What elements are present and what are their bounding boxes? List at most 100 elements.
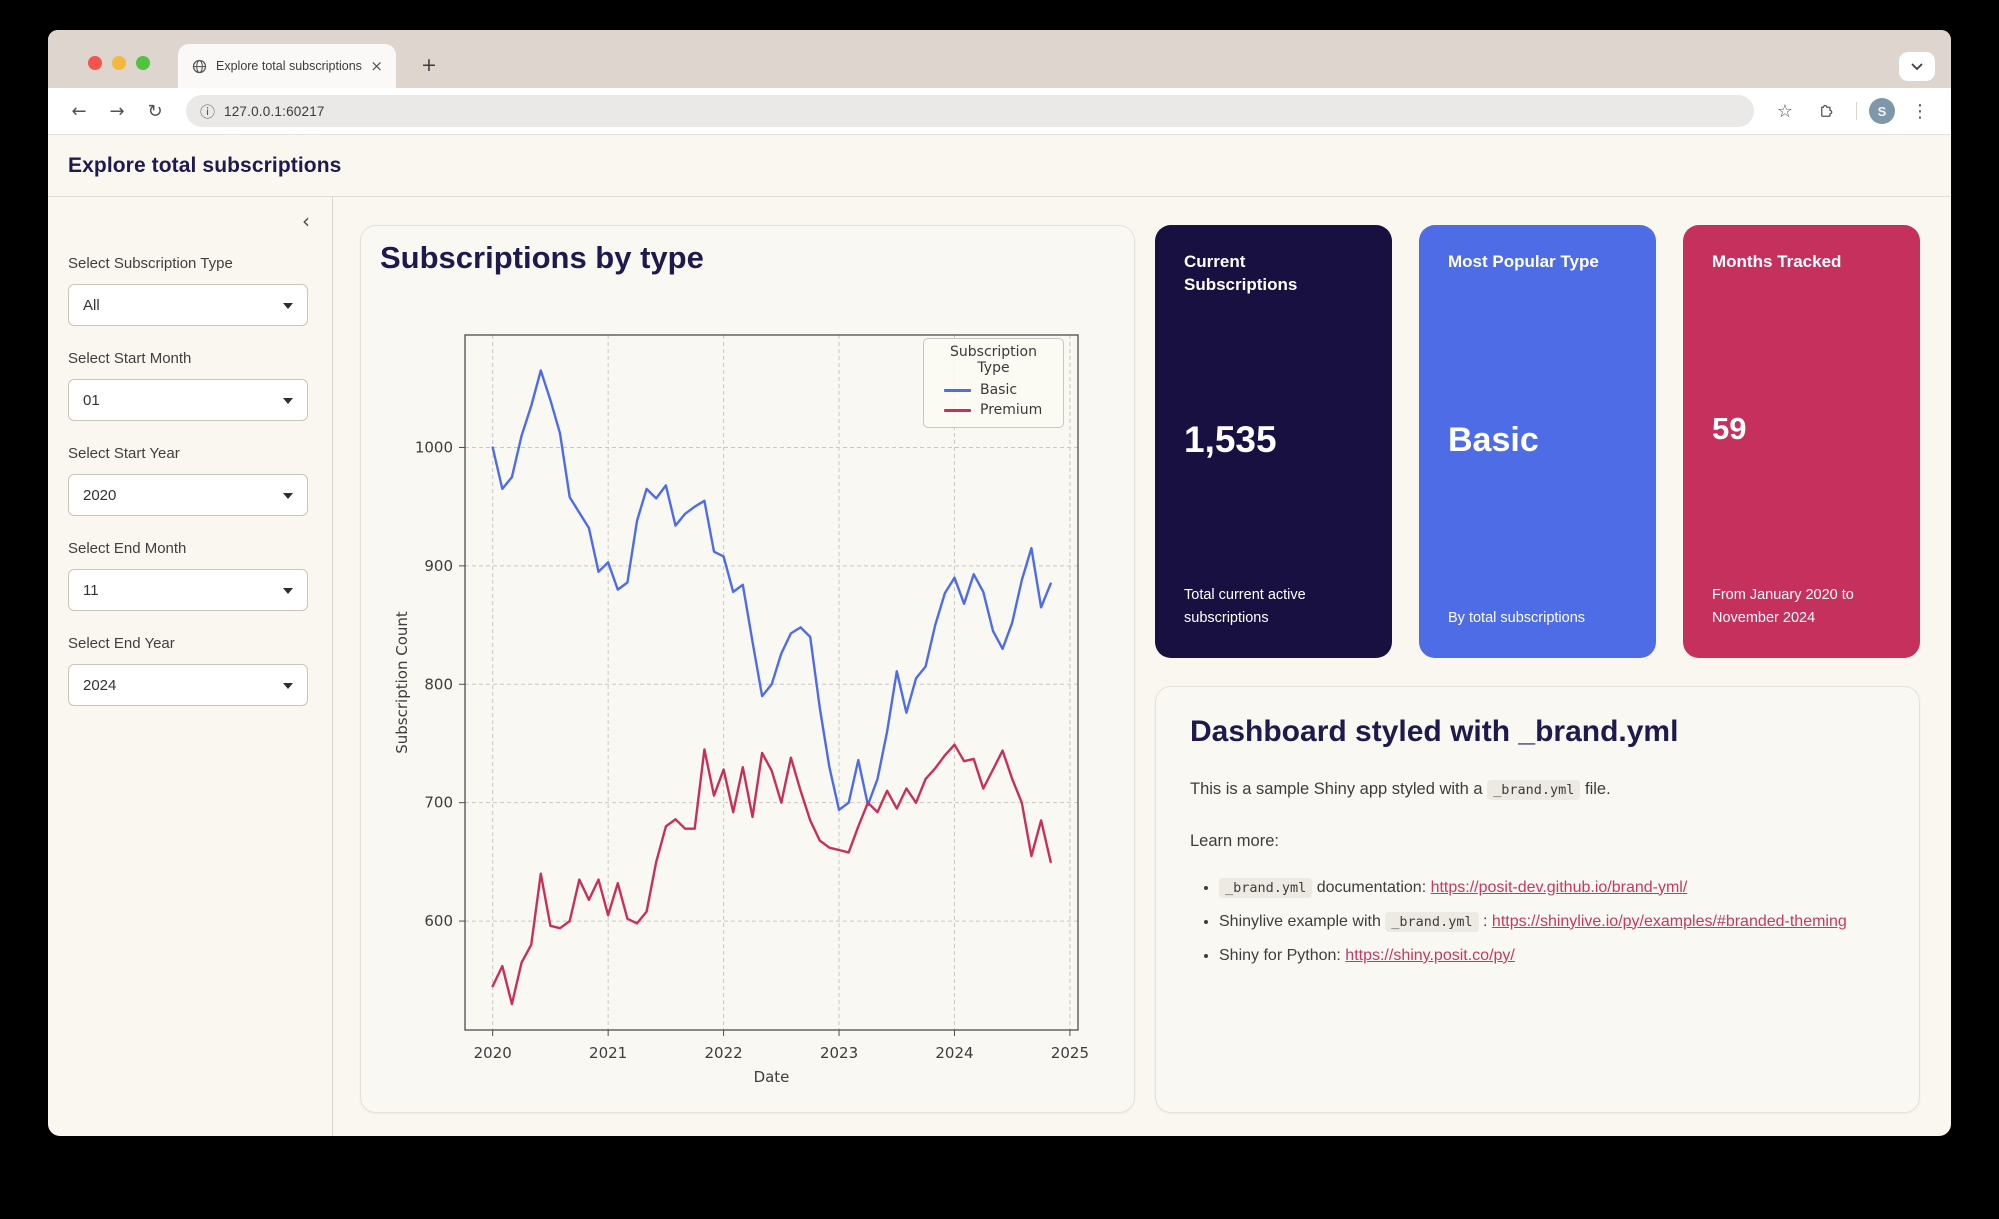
value-box-months-tracked: Months Tracked 59 From January 2020 to N… — [1683, 225, 1920, 658]
basic-line-swatch — [944, 388, 971, 392]
svg-text:600: 600 — [424, 912, 453, 930]
start-month-select[interactable]: 01 — [68, 379, 308, 421]
subscriptions-line-chart: 2020 2021 2022 2023 2024 2025 600 700 800 900 1000… — [393, 334, 1089, 1086]
svg-text:Date: Date — [754, 1068, 790, 1086]
learn-more-list: _brand.yml documentation: https://posit-… — [1219, 876, 1885, 968]
end-year-control: Select End Year 2024 — [68, 635, 308, 706]
maximize-window-button[interactable] — [136, 56, 150, 70]
select-label: Select Subscription Type — [68, 255, 233, 272]
main-content: Subscriptions by type 2020 2021 2022 2023 20… — [333, 197, 1951, 1136]
dropdown-caret-icon — [283, 303, 293, 309]
tab-title: Explore total subscriptions — [216, 59, 362, 73]
external-link[interactable]: https://shinylive.io/py/examples/#brande… — [1491, 912, 1847, 930]
external-link[interactable]: https://shiny.posit.co/py/ — [1345, 946, 1515, 964]
dropdown-caret-icon — [283, 683, 293, 689]
value-box-value: 1,535 — [1184, 419, 1277, 461]
chart-legend: Subscription Type Basic Premium — [923, 338, 1064, 428]
premium-line-swatch — [944, 408, 971, 412]
browser-tab-strip: Explore total subscriptions × + — [48, 30, 1951, 88]
info-intro-text: This is a sample Shiny app styled with a… — [1190, 780, 1611, 800]
select-label: Select End Year — [68, 635, 175, 652]
chevron-down-icon — [1911, 63, 1923, 70]
app-header: Explore total subscriptions — [48, 135, 1951, 197]
value-box-title: Most Popular Type — [1448, 252, 1599, 271]
dropdown-caret-icon — [283, 588, 293, 594]
close-window-button[interactable] — [88, 56, 102, 70]
chart-title: Subscriptions by type — [380, 240, 704, 275]
url-text: 127.0.0.1:60217 — [224, 103, 325, 119]
sidebar: ‹ Select Subscription Type All Select St… — [48, 197, 333, 1136]
browser-window: Explore total subscriptions × + ← → ↻ ⓘ … — [48, 30, 1951, 1136]
browser-tab[interactable]: Explore total subscriptions × — [178, 44, 396, 88]
legend-item-basic: Basic — [932, 380, 1055, 400]
svg-text:2025: 2025 — [1051, 1044, 1089, 1062]
address-bar[interactable]: ⓘ 127.0.0.1:60217 — [186, 95, 1754, 127]
start-year-select[interactable]: 2020 — [68, 474, 308, 516]
minimize-window-button[interactable] — [112, 56, 126, 70]
reload-button[interactable]: ↻ — [147, 100, 163, 122]
window-controls — [88, 56, 150, 70]
collapse-sidebar-icon[interactable]: ‹ — [302, 209, 310, 233]
inline-code: _brand.yml — [1219, 877, 1313, 898]
svg-text:2024: 2024 — [935, 1044, 973, 1062]
legend-label: Basic — [980, 382, 1018, 398]
value-box-caption: From January 2020 to November 2024 — [1712, 586, 1854, 626]
svg-text:800: 800 — [424, 675, 453, 693]
profile-avatar[interactable]: S — [1869, 98, 1895, 124]
svg-text:900: 900 — [424, 557, 453, 575]
subscriptions-chart-card: Subscriptions by type 2020 2021 2022 2023 20… — [360, 225, 1135, 1113]
browser-menu-icon[interactable]: ⋮ — [1911, 100, 1929, 122]
value-box-caption: Total current active subscriptions — [1184, 586, 1306, 626]
svg-text:2020: 2020 — [474, 1044, 512, 1062]
value-box-row: Current Subscriptions 1,535 Total curren… — [1155, 225, 1920, 658]
select-label: Select Start Month — [68, 350, 192, 367]
select-value: 01 — [83, 391, 100, 409]
inline-code: _brand.yml — [1487, 780, 1581, 800]
value-box-value: Basic — [1448, 420, 1539, 459]
learn-more-item: Shiny for Python: https://shiny.posit.co… — [1219, 944, 1885, 967]
legend-title: Subscription Type — [950, 344, 1037, 376]
extensions-icon[interactable] — [1810, 94, 1844, 128]
new-tab-button[interactable]: + — [421, 54, 437, 76]
value-box-title: Current Subscriptions — [1184, 252, 1298, 294]
svg-text:2023: 2023 — [820, 1044, 858, 1062]
select-value: All — [83, 296, 100, 314]
select-value: 2024 — [83, 676, 117, 694]
select-label: Select End Month — [68, 540, 187, 557]
subscription-type-select[interactable]: All — [68, 284, 308, 326]
dropdown-caret-icon — [283, 398, 293, 404]
browser-toolbar: ← → ↻ ⓘ 127.0.0.1:60217 ☆ S ⋮ — [48, 88, 1951, 135]
subscription-type-control: Select Subscription Type All — [68, 255, 308, 326]
bookmark-star-icon[interactable]: ☆ — [1776, 100, 1794, 122]
external-link[interactable]: https://posit-dev.github.io/brand-yml/ — [1430, 878, 1688, 896]
select-value: 11 — [83, 581, 99, 599]
site-info-icon[interactable]: ⓘ — [200, 102, 216, 121]
start-year-control: Select Start Year 2020 — [68, 445, 308, 516]
legend-item-premium: Premium — [932, 400, 1055, 420]
end-month-select[interactable]: 11 — [68, 569, 308, 611]
globe-icon — [192, 59, 207, 73]
value-box-caption: By total subscriptions — [1448, 609, 1586, 626]
learn-more-label: Learn more: — [1190, 831, 1279, 850]
info-card-title: Dashboard styled with _brand.yml — [1190, 715, 1679, 748]
value-box-current-subscriptions: Current Subscriptions 1,535 Total curren… — [1155, 225, 1392, 658]
svg-text:2021: 2021 — [589, 1044, 627, 1062]
close-tab-icon[interactable]: × — [370, 57, 383, 75]
svg-text:700: 700 — [424, 794, 453, 812]
value-box-value: 59 — [1712, 410, 1747, 446]
brand-info-card: Dashboard styled with _brand.yml This is… — [1155, 686, 1920, 1113]
start-month-control: Select Start Month 01 — [68, 350, 308, 421]
svg-text:1000: 1000 — [415, 438, 453, 456]
select-value: 2020 — [83, 486, 117, 504]
back-button[interactable]: ← — [71, 100, 87, 122]
end-month-control: Select End Month 11 — [68, 540, 308, 611]
learn-more-item: _brand.yml documentation: https://posit-… — [1219, 876, 1885, 899]
svg-text:Subscription Count: Subscription Count — [393, 611, 411, 754]
value-box-title: Months Tracked — [1712, 252, 1842, 271]
forward-button[interactable]: → — [109, 100, 125, 122]
tab-search-button[interactable] — [1899, 52, 1935, 81]
svg-text:2022: 2022 — [704, 1044, 742, 1062]
toolbar-divider — [1856, 102, 1857, 120]
page-title: Explore total subscriptions — [68, 153, 342, 177]
end-year-select[interactable]: 2024 — [68, 664, 308, 706]
